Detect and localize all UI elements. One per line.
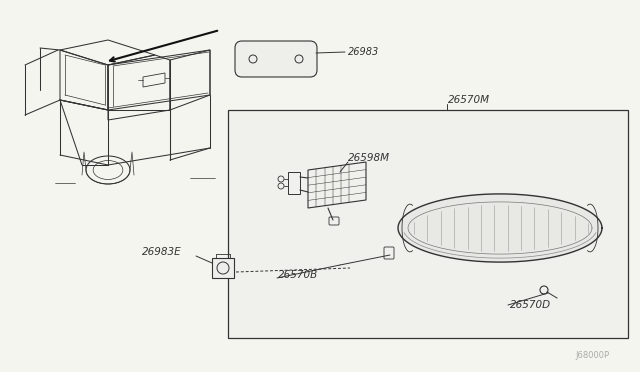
FancyBboxPatch shape bbox=[235, 41, 317, 77]
Polygon shape bbox=[398, 194, 602, 262]
Text: 26598M: 26598M bbox=[348, 153, 390, 163]
Text: 26570D: 26570D bbox=[510, 300, 551, 310]
Text: J68000P: J68000P bbox=[576, 351, 610, 360]
Bar bbox=[212, 258, 234, 278]
Text: 26570B: 26570B bbox=[278, 270, 318, 280]
Text: 26983: 26983 bbox=[348, 47, 380, 57]
Text: 26570M: 26570M bbox=[448, 95, 490, 105]
Bar bbox=[228, 110, 628, 338]
Text: 26983E: 26983E bbox=[142, 247, 182, 257]
